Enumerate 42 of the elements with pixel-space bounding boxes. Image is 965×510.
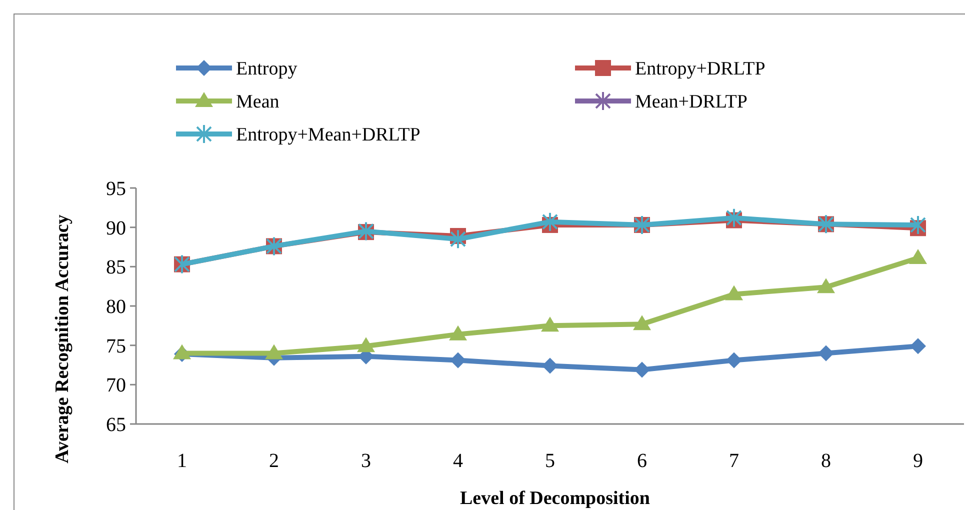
point — [449, 325, 467, 340]
point — [633, 315, 651, 330]
legend-label: Mean — [236, 92, 280, 113]
y-tick-label: 65 — [106, 414, 126, 436]
point — [910, 338, 926, 354]
point — [725, 285, 743, 300]
point — [542, 358, 558, 374]
point — [817, 278, 835, 294]
legend-label: Mean+DRLTP — [635, 92, 748, 113]
x-tick-label: 6 — [637, 450, 647, 472]
point — [450, 229, 466, 250]
x-tick-label: 7 — [729, 450, 739, 472]
y-tick-label: 90 — [106, 217, 126, 240]
point — [358, 221, 374, 242]
point — [818, 345, 834, 362]
point — [910, 214, 926, 235]
legend-label: Entropy — [236, 58, 298, 80]
y-tick-label: 80 — [106, 296, 126, 318]
x-tick-label: 1 — [177, 450, 187, 472]
y-tick-label: 95 — [106, 178, 126, 200]
x-tick-label: 8 — [821, 450, 831, 472]
point — [265, 344, 283, 360]
y-tick-label: 85 — [106, 256, 126, 279]
point — [726, 352, 742, 368]
x-tick-label: 3 — [361, 450, 371, 472]
point — [541, 316, 559, 332]
x-tick-label: 2 — [269, 450, 279, 472]
y-tick-label: 75 — [106, 335, 126, 358]
y-tick-label: 70 — [106, 374, 126, 397]
point — [634, 362, 650, 378]
x-axis-title: Level of Decomposition — [460, 488, 650, 509]
legend-label: Entropy+DRLTP — [635, 58, 766, 80]
point — [450, 352, 466, 368]
point — [726, 208, 742, 228]
point — [909, 249, 927, 264]
point — [357, 337, 375, 352]
legend-label: Entropy+Mean+DRLTP — [236, 124, 420, 146]
x-tick-label: 5 — [545, 450, 555, 472]
y-axis-title: Average Recognition Accuracy — [52, 214, 73, 464]
x-tick-label: 9 — [913, 450, 923, 472]
x-tick-label: 4 — [453, 450, 463, 472]
point — [542, 212, 558, 232]
